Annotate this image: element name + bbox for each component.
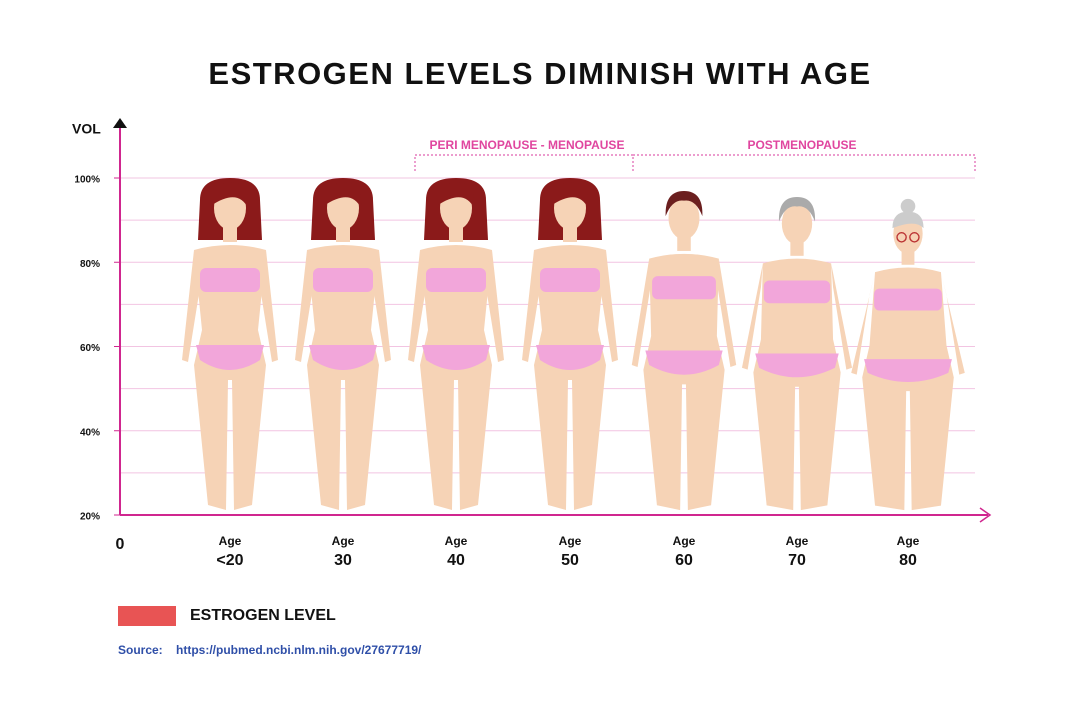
top bbox=[652, 276, 716, 300]
tick-label: 20% bbox=[80, 512, 100, 523]
hair bbox=[892, 211, 924, 229]
woman-figure bbox=[741, 197, 853, 511]
hair-front bbox=[212, 182, 249, 208]
bottom bbox=[864, 359, 952, 382]
body bbox=[307, 245, 379, 510]
arm bbox=[598, 250, 618, 362]
arm bbox=[182, 250, 202, 362]
age-labels: Age <20 Age 30 Age 40 Age 50 Age 60 Age 70 Age 80 bbox=[216, 534, 919, 569]
y-arrow bbox=[113, 118, 127, 128]
hair bbox=[665, 191, 703, 217]
age-value: 60 bbox=[675, 552, 693, 569]
top bbox=[426, 268, 486, 292]
age-label: Age bbox=[219, 534, 242, 548]
woman-figure bbox=[851, 198, 965, 511]
top bbox=[540, 268, 600, 292]
arm bbox=[371, 250, 391, 362]
top bbox=[313, 268, 373, 292]
head bbox=[781, 202, 813, 245]
woman-figure bbox=[182, 178, 278, 510]
woman-figure bbox=[522, 178, 618, 510]
arm bbox=[716, 258, 737, 367]
arm bbox=[631, 258, 652, 367]
body bbox=[534, 245, 606, 510]
age-label: Age bbox=[786, 534, 809, 548]
axis-label: VOL bbox=[72, 121, 101, 137]
phase-brackets bbox=[414, 154, 976, 171]
top bbox=[200, 268, 260, 292]
bottom bbox=[755, 353, 839, 378]
phase-label: POSTMENOPAUSE bbox=[747, 138, 856, 152]
x-arrow bbox=[979, 507, 992, 523]
glasses bbox=[896, 232, 907, 243]
arm bbox=[831, 263, 853, 370]
hair-front bbox=[552, 182, 589, 208]
age-label: Age bbox=[445, 534, 468, 548]
age-value: 70 bbox=[788, 552, 806, 569]
age-value: 50 bbox=[561, 552, 579, 569]
body bbox=[194, 245, 266, 510]
tick-label: 100% bbox=[74, 175, 100, 186]
arm bbox=[741, 263, 763, 370]
hair bbox=[778, 197, 816, 222]
woman-figure bbox=[295, 178, 391, 510]
head bbox=[668, 196, 700, 240]
bottom bbox=[422, 345, 490, 370]
source-url: https://pubmed.ncbi.nlm.nih.gov/27677719… bbox=[176, 643, 422, 657]
title: ESTROGEN LEVELS DIMINISH WITH AGE bbox=[208, 56, 871, 91]
arm bbox=[940, 272, 965, 375]
origin-label: 0 bbox=[116, 536, 125, 553]
bottom bbox=[645, 350, 723, 375]
legend-label: ESTROGEN LEVEL bbox=[190, 607, 336, 624]
body bbox=[420, 245, 492, 510]
phase-label: PERI MENOPAUSE - MENOPAUSE bbox=[430, 138, 625, 152]
arm bbox=[295, 250, 315, 362]
top bbox=[874, 288, 942, 311]
body bbox=[643, 253, 725, 511]
age-label: Age bbox=[559, 534, 582, 548]
age-label: Age bbox=[673, 534, 696, 548]
arm bbox=[851, 272, 876, 375]
body bbox=[753, 258, 841, 511]
age-label: Age bbox=[332, 534, 355, 548]
age-label: Age bbox=[897, 534, 920, 548]
tick-label: 80% bbox=[80, 259, 100, 270]
hair-front bbox=[438, 182, 475, 208]
legend-swatch bbox=[118, 606, 176, 626]
age-value: 30 bbox=[334, 552, 352, 569]
arm bbox=[408, 250, 428, 362]
bun bbox=[900, 198, 916, 214]
age-value: 40 bbox=[447, 552, 465, 569]
arm bbox=[484, 250, 504, 362]
arm bbox=[258, 250, 278, 362]
figures bbox=[182, 178, 965, 511]
age-value: 80 bbox=[899, 552, 917, 569]
glasses bbox=[909, 232, 920, 243]
woman-figure bbox=[631, 191, 737, 511]
top bbox=[763, 280, 831, 304]
bottom bbox=[309, 345, 377, 370]
bottom bbox=[196, 345, 264, 370]
arm bbox=[522, 250, 542, 362]
tick-label: 60% bbox=[80, 343, 100, 354]
tick-label: 40% bbox=[80, 427, 100, 438]
body bbox=[862, 267, 954, 511]
bottom bbox=[536, 345, 604, 370]
woman-figure bbox=[408, 178, 504, 510]
age-value: <20 bbox=[216, 552, 243, 569]
hair-front bbox=[325, 182, 362, 208]
source-label: Source: bbox=[118, 643, 163, 657]
